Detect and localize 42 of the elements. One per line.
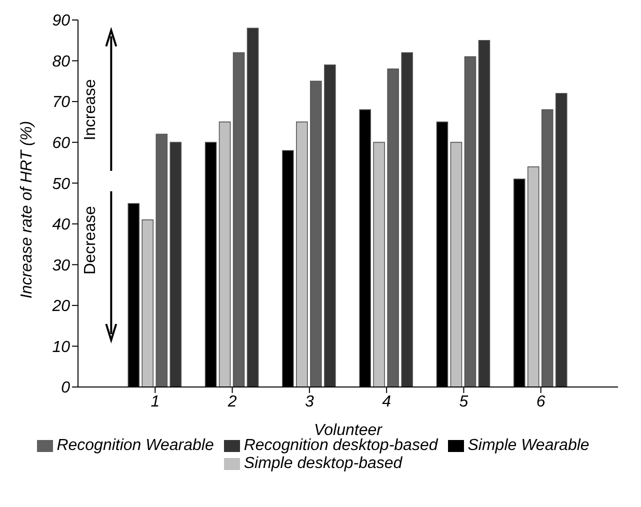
y-tick-label: 50 (52, 176, 70, 193)
bar (464, 56, 476, 387)
bar (555, 93, 568, 387)
x-axis-title: Volunteer (314, 422, 383, 439)
bar (478, 40, 490, 387)
legend-label: Recognition desktop-based (244, 437, 438, 454)
bar (324, 64, 336, 387)
bar (541, 109, 554, 387)
x-tick-label: 6 (536, 393, 546, 410)
x-tick-label: 5 (459, 393, 468, 410)
annotation: Increase (82, 78, 100, 140)
bar (170, 142, 182, 387)
x-tick-label: 4 (382, 393, 392, 410)
y-tick-label: 30 (52, 257, 70, 274)
bar (373, 142, 385, 387)
bar (450, 142, 462, 387)
y-tick-label: 10 (52, 338, 70, 356)
y-tick-label: 90 (52, 12, 70, 30)
x-tick-label: 3 (304, 393, 314, 410)
y-tick-label: 0 (61, 380, 70, 397)
bar (232, 52, 245, 387)
y-tick-label: 20 (51, 298, 70, 316)
y-tick-label: 80 (52, 53, 70, 70)
bar (296, 122, 308, 387)
y-axis-title: Increase rate of HRT (%) (18, 120, 36, 298)
y-tick-label: 40 (52, 216, 70, 234)
bar (246, 28, 259, 387)
x-tick-label: 2 (226, 393, 237, 410)
x-tick-label: 1 (150, 393, 160, 410)
annotation: Decrease (82, 206, 100, 274)
y-tick-label: 70 (52, 94, 70, 112)
bar (142, 219, 154, 387)
y-tick-label: 60 (52, 135, 70, 152)
bar (401, 52, 413, 387)
bar (218, 122, 231, 387)
bar (310, 80, 322, 387)
legend-label: Simple Wearable (468, 437, 590, 454)
legend-label: Recognition Wearable (56, 437, 214, 454)
legend-label: Simple desktop-based (244, 455, 402, 472)
bar (527, 166, 540, 387)
bar (387, 68, 399, 387)
bar (156, 134, 168, 387)
